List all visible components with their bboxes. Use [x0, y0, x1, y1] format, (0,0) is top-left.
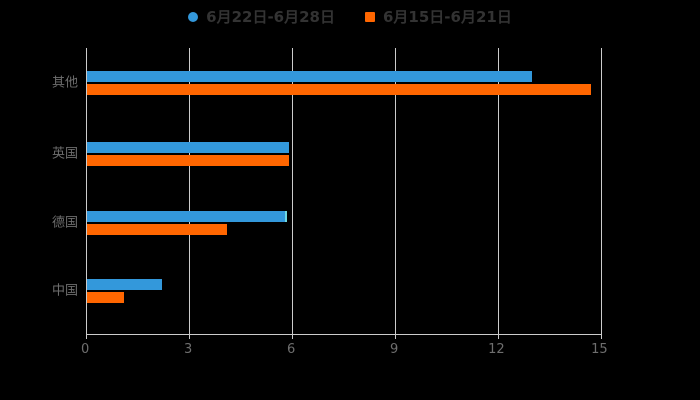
- bar-series1-英国[interactable]: [87, 155, 289, 166]
- bar-series1-中国[interactable]: [87, 292, 124, 303]
- x-axis-tick: [86, 334, 87, 339]
- x-axis-tick: [189, 334, 190, 339]
- x-tick-label: 9: [390, 342, 399, 357]
- gridline: [292, 48, 293, 334]
- x-tick-label: 15: [591, 342, 608, 357]
- x-tick-label: 6: [287, 342, 296, 357]
- category-label: 德国: [51, 215, 78, 231]
- legend-item-jun15-21[interactable]: 6月15日-6月21日: [365, 7, 512, 26]
- bar-series0-中国[interactable]: [87, 279, 162, 290]
- bar-series1-德国[interactable]: [87, 224, 227, 235]
- bar-series0-英国[interactable]: [87, 142, 289, 153]
- gridline: [395, 48, 396, 334]
- x-axis-tick: [498, 334, 499, 339]
- legend-label: 6月22日-6月28日: [206, 7, 335, 26]
- x-axis-tick: [292, 334, 293, 339]
- legend-circle-marker-icon: [188, 12, 199, 22]
- x-axis-line: [86, 334, 601, 335]
- x-tick-label: 3: [184, 342, 193, 357]
- category-label: 英国: [51, 146, 78, 162]
- category-label: 其他: [51, 75, 78, 91]
- gridline: [498, 48, 499, 334]
- legend-square-marker-icon: [365, 12, 375, 22]
- bar-series1-其他[interactable]: [87, 84, 591, 95]
- gridline: [189, 48, 190, 334]
- legend-item-jun22-28[interactable]: 6月22日-6月28日: [188, 7, 335, 26]
- legend: 6月22日-6月28日 6月15日-6月21日: [0, 6, 700, 28]
- legend-label: 6月15日-6月21日: [383, 7, 512, 26]
- category-label: 中国: [51, 283, 78, 299]
- bar-series0-德国-highlighted[interactable]: [87, 211, 288, 222]
- x-axis-tick: [395, 334, 396, 339]
- x-tick-label: 12: [488, 342, 505, 357]
- x-axis-tick: [601, 334, 602, 339]
- bar-series0-其他[interactable]: [87, 71, 533, 82]
- x-tick-label: 0: [81, 342, 90, 357]
- gridline: [601, 48, 602, 334]
- y-axis-line: [86, 48, 87, 334]
